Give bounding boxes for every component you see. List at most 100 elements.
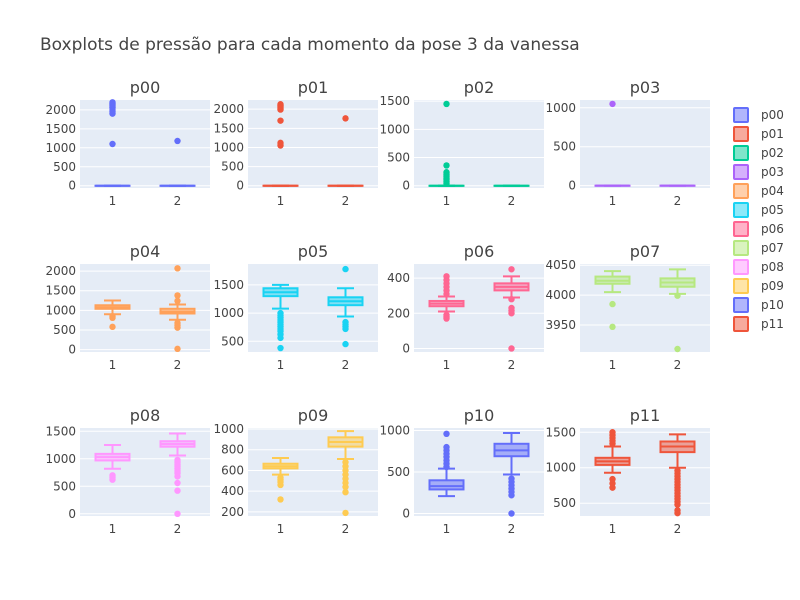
legend-swatch: [733, 259, 749, 275]
box-p11-1: [594, 429, 631, 491]
outlier-point: [674, 292, 681, 299]
outlier-point: [342, 509, 349, 517]
outlier-point: [174, 456, 181, 464]
y-tick-label: 1500: [545, 425, 576, 439]
y-tick-label: 1500: [213, 121, 244, 135]
x-tick-label: 2: [174, 358, 182, 372]
y-tick-label: 500: [553, 140, 576, 154]
subplot-p10: 0 500 1000 p10 1 2: [379, 406, 544, 536]
legend-item-p00: p00: [733, 107, 784, 123]
legend-swatch: [733, 221, 749, 237]
y-tick-label: 0: [402, 507, 410, 521]
outlier-point: [174, 292, 181, 299]
x-tick-label: 1: [443, 194, 451, 208]
subplot-p01: 0 500 1000 1500 2000 p01 1 2: [213, 78, 378, 208]
y-tick-label: 1500: [45, 284, 76, 298]
x-tick-label: 1: [277, 358, 285, 372]
y-tick-label: 2000: [45, 103, 76, 117]
legend-swatch: [733, 145, 749, 161]
outlier-point: [109, 323, 116, 331]
y-tick-label: 500: [221, 334, 244, 348]
subplot-title: p02: [464, 78, 495, 97]
y-tick-label: 500: [53, 479, 76, 493]
plot-background: [580, 100, 710, 188]
x-tick-label: 2: [174, 522, 182, 536]
outlier-point: [109, 99, 116, 106]
legend-label: p04: [761, 184, 784, 198]
outlier-point: [609, 300, 616, 308]
box-p05-1: [262, 283, 299, 352]
box-p00-1: [94, 99, 131, 187]
subplot-title: p07: [630, 242, 661, 261]
box-p07-2: [659, 268, 696, 353]
outlier-point: [342, 458, 349, 466]
y-tick-label: 800: [221, 443, 244, 457]
outlier-point: [277, 117, 284, 124]
legend-swatch: [733, 107, 749, 123]
box-p08-1: [94, 444, 131, 483]
x-tick-label: 1: [109, 358, 117, 372]
legend-label: p10: [761, 298, 784, 312]
plot-background: [248, 264, 378, 352]
outlier-point: [609, 429, 616, 436]
y-tick-label: 1000: [545, 101, 576, 115]
x-tick-label: 1: [443, 358, 451, 372]
subplot-title: p10: [464, 406, 495, 425]
outlier-point: [174, 487, 181, 494]
x-tick-label: 2: [674, 522, 682, 536]
y-tick-label: 2000: [213, 102, 244, 116]
y-tick-label: 0: [68, 179, 76, 193]
legend-label: p07: [761, 241, 784, 255]
x-tick-label: 1: [609, 194, 617, 208]
outlier-point: [674, 467, 681, 474]
outlier-point: [443, 443, 450, 451]
y-tick-label: 200: [221, 505, 244, 519]
outlier-point: [277, 474, 284, 481]
outlier-point: [508, 266, 515, 273]
legend-item-p09: p09: [733, 278, 784, 294]
outlier-point: [443, 430, 450, 438]
subplot-p05: 500 1000 1500 p05 1 2: [213, 242, 378, 372]
x-tick-label: 2: [342, 358, 350, 372]
box-iqr: [428, 479, 465, 491]
x-tick-label: 2: [674, 194, 682, 208]
y-tick-label: 400: [221, 484, 244, 498]
subplot-p09: 200 400 600 800 1000 p09 1 2: [213, 406, 378, 536]
legend-item-p07: p07: [733, 240, 784, 256]
legend-label: p11: [761, 317, 784, 331]
y-tick-label: 1500: [379, 94, 410, 108]
legend-swatch: [733, 278, 749, 294]
outlier-point: [174, 297, 181, 305]
y-tick-label: 1000: [213, 306, 244, 320]
outlier-point: [674, 507, 681, 514]
y-tick-label: 4000: [545, 288, 576, 302]
outlier-point: [342, 488, 349, 496]
box-p09-2: [327, 430, 364, 517]
subplot-p06: 0 200 400 p06 1 2: [387, 242, 544, 372]
x-tick-label: 2: [508, 522, 516, 536]
legend-swatch: [733, 297, 749, 313]
plot-background: [248, 100, 378, 188]
legend-item-p01: p01: [733, 126, 784, 142]
box-p04-2: [159, 265, 196, 353]
outlier-point: [342, 115, 349, 122]
subplot-title: p04: [130, 242, 161, 261]
x-tick-label: 1: [277, 194, 285, 208]
legend-label: p09: [761, 279, 784, 293]
legend-label: p03: [761, 165, 784, 179]
box-p06-2: [493, 266, 530, 352]
y-tick-label: 3950: [545, 318, 576, 332]
outlier-point: [174, 345, 181, 353]
box-p04-1: [94, 299, 131, 331]
y-tick-label: 1000: [213, 422, 244, 436]
outlier-point: [443, 162, 450, 169]
outlier-point: [277, 496, 284, 503]
outlier-point: [277, 101, 284, 108]
y-tick-label: 500: [387, 151, 410, 165]
subplot-p04: 0 500 1000 1500 2000 p04 1 2: [45, 242, 210, 372]
box-p10-1: [428, 430, 465, 498]
subplot-title: p06: [464, 242, 495, 261]
outlier-point: [609, 100, 616, 108]
